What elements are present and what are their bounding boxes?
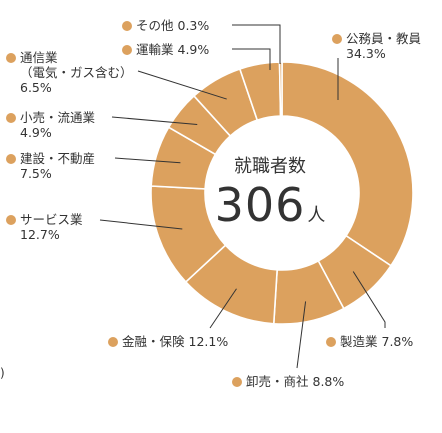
slice-label-pct: 7.5% (20, 166, 52, 181)
slice-label-pct: 12.7% (20, 227, 60, 242)
slice-label-pct: 4.9% (20, 125, 52, 140)
slice-label-9: その他 0.3% (122, 18, 209, 33)
slice-label-4: サービス業 12.7% (6, 212, 83, 242)
slice-label-name: 卸売・商社 (246, 374, 309, 389)
slice-label-3: 金融・保険 12.1% (108, 334, 228, 349)
slice-label-name: 運輸業 (136, 42, 174, 57)
slice-label-1: 製造業 7.8% (326, 334, 413, 349)
legend-dot (122, 21, 132, 31)
leader-line-1 (352, 271, 386, 328)
leader-line-6 (111, 116, 198, 125)
leader-line-2 (296, 301, 307, 369)
leader-line-8 (232, 48, 271, 70)
center-total-unit: 人 (307, 205, 326, 226)
slice-label-7: 通信業 （電気・ガス含む） 6.5% (6, 50, 133, 95)
slice-label-pct: 34.3% (346, 46, 386, 61)
slice-label-name: サービス業 (20, 212, 83, 227)
slice-label-name: 小売・流通業 (20, 110, 96, 125)
slice-label-name: 金融・保険 (122, 334, 185, 349)
leader-line-3 (209, 288, 237, 329)
legend-dot (6, 53, 16, 63)
leader-line-4 (99, 219, 183, 230)
slice-label-2: 卸売・商社 8.8% (232, 374, 344, 389)
slice-label-pct: 12.1% (188, 334, 229, 349)
center-title: 就職者数 (234, 156, 306, 177)
leader-line-9 (232, 24, 281, 64)
slice-label-pct: 8.8% (312, 374, 345, 389)
slice-label-name: 建設・不動産 (20, 151, 96, 166)
slice-label-name: その他 (136, 18, 174, 33)
center-total: 306 人 (200, 178, 340, 232)
slice-0 (281, 61, 414, 267)
legend-dot (6, 113, 16, 123)
legend-dot (6, 154, 16, 164)
legend-dot (332, 34, 342, 44)
legend-dot (232, 377, 242, 387)
slice-label-name: 通信業 (20, 50, 58, 65)
leader-line-7 (137, 70, 227, 100)
slice-label-0: 公務員・教員 34.3% (332, 31, 421, 61)
legend-dot (122, 45, 132, 55)
slice-label-5: 建設・不動産 7.5% (6, 151, 95, 181)
legend-dot (108, 337, 118, 347)
center-total-value: 306 (214, 178, 306, 232)
slice-label-pct: 7.8% (381, 334, 414, 349)
slice-9 (278, 61, 283, 117)
legend-dot (326, 337, 336, 347)
slice-label-pct: 4.9% (177, 42, 210, 57)
slice-label-note: （電気・ガス含む） (20, 65, 133, 80)
slice-label-6: 小売・流通業 4.9% (6, 110, 95, 140)
edge-fragment: ) (0, 366, 5, 380)
slice-label-name: 製造業 (340, 334, 378, 349)
slice-label-8: 運輸業 4.9% (122, 42, 209, 57)
slice-label-name: 公務員・教員 (346, 31, 422, 46)
legend-dot (6, 215, 16, 225)
leader-line-5 (114, 157, 181, 164)
slice-label-pct: 6.5% (20, 80, 52, 95)
slice-label-pct: 0.3% (177, 18, 210, 33)
